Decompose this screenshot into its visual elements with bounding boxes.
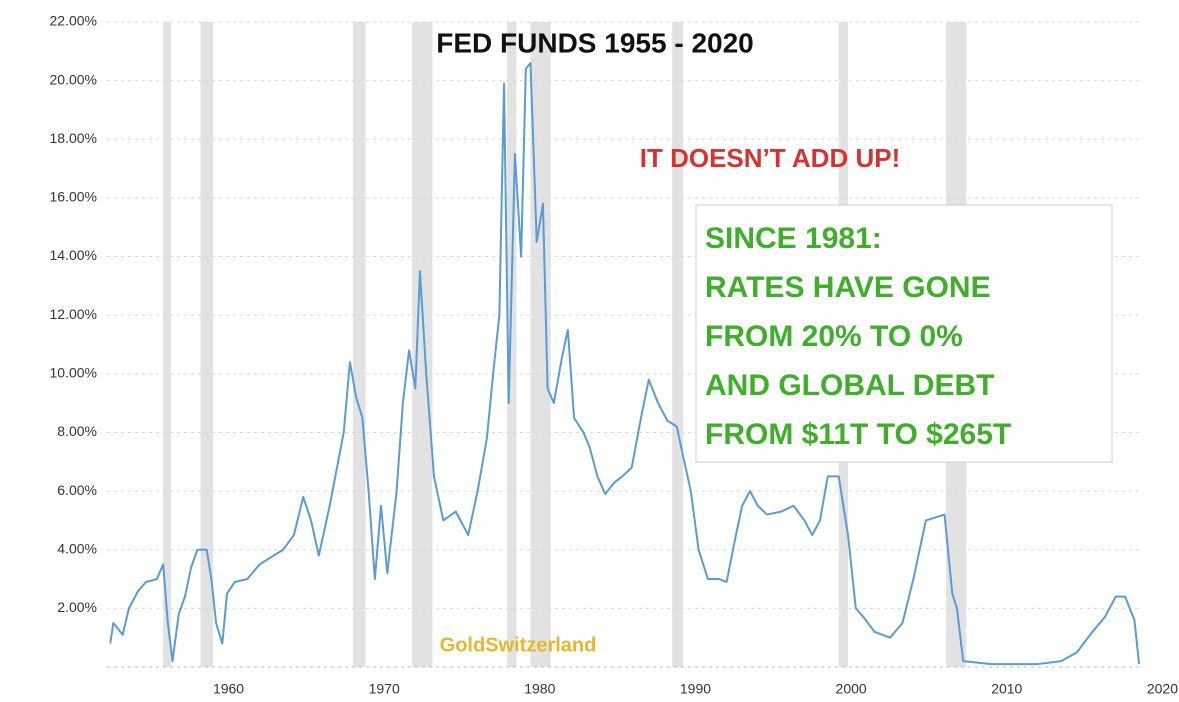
y-tick-label: 8.00% (57, 423, 97, 439)
annotation-box-line: SINCE 1981: (705, 222, 882, 255)
recession-band (412, 22, 433, 667)
y-tick-label: 18.00% (50, 130, 97, 146)
annotation-box-line: AND GLOBAL DEBT (705, 369, 994, 402)
ticks: 2.00% 4.00% 6.00% 8.00% 10.00% 12.00% 14.00% 16… (50, 13, 1179, 697)
annotation: IT DOESN’T ADD UP! (640, 143, 900, 173)
recession-band (672, 22, 684, 667)
y-tick-label: 12.00% (50, 306, 97, 322)
x-tick-label: 1960 (213, 681, 244, 697)
y-tick-label: 6.00% (57, 482, 97, 498)
x-tick-label: 2010 (991, 681, 1022, 697)
annotation-box-line: FROM 20% TO 0% (705, 320, 963, 353)
recession-band (353, 22, 366, 667)
y-tick-label: 4.00% (57, 540, 97, 556)
annotation-box-line: FROM $11T TO $265T (705, 418, 1011, 451)
x-tick-label: 2020 (1147, 681, 1178, 697)
data-line (109, 62, 1141, 666)
y-tick-label: 22.00% (50, 13, 97, 29)
annotation-box-line: RATES HAVE GONE (705, 271, 991, 304)
plot (109, 62, 1141, 666)
annotation-box (695, 204, 1113, 463)
recession-band (163, 22, 171, 667)
y-tick-label: 2.00% (57, 599, 97, 615)
y-tick-label: 20.00% (50, 71, 97, 87)
x-tick-label: 2000 (836, 681, 867, 697)
chart-title: FED FUNDS 1955 - 2020 (436, 27, 753, 58)
recession-band (530, 22, 551, 667)
recession-band (200, 22, 213, 667)
y-tick-label: 14.00% (50, 247, 97, 263)
x-tick-label: 1980 (524, 681, 555, 697)
annotation-box-text: SINCE 1981: RATES HAVE GONE FROM 20% TO 0%… (705, 222, 1011, 451)
y-tick-label: 10.00% (50, 365, 97, 381)
x-tick-label: 1970 (369, 681, 400, 697)
recession-band (507, 22, 517, 667)
x-tick-label: 1990 (680, 681, 711, 697)
y-tick-label: 16.00% (50, 189, 97, 205)
watermark: GoldSwitzerland (440, 634, 597, 656)
